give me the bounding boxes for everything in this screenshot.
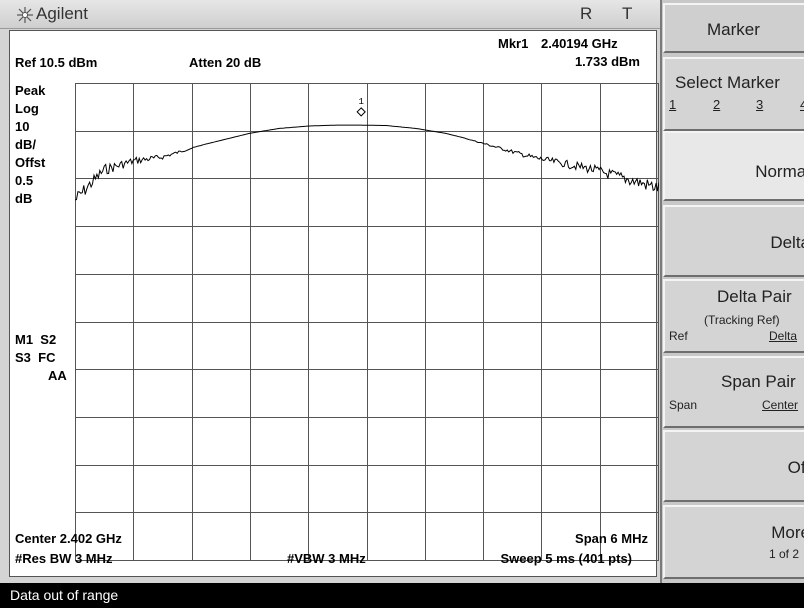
menu-title: Marker — [663, 3, 804, 53]
span-pair-span-option: Span — [669, 398, 698, 412]
marker-1: 1 — [356, 97, 366, 117]
trace-line — [75, 124, 659, 201]
delta-pair-softkey[interactable]: Delta Pair (Tracking Ref) Ref Delta — [663, 279, 804, 353]
detector-label: Peak — [15, 83, 46, 98]
center-frequency: Center 2.402 GHz — [15, 531, 122, 546]
span-pair-softkey[interactable]: Span Pair Span Center — [663, 356, 804, 428]
delta-pair-label: Delta Pair — [717, 287, 792, 306]
title-bar — [0, 0, 660, 29]
marker-1-tag: 1 — [358, 97, 363, 107]
select-marker-label: Select Marker — [675, 73, 780, 92]
span-pair-label: Span Pair — [721, 372, 796, 391]
marker-amplitude: 1.733 dBm — [574, 54, 640, 69]
off-label: Off — [787, 458, 804, 477]
video-bandwidth: #VBW 3 MHz — [287, 551, 366, 566]
delta-pair-sub: (Tracking Ref) — [704, 313, 780, 327]
attenuation: Atten 20 dB — [189, 55, 262, 70]
marker-1-diamond — [356, 107, 366, 117]
trigger-indicator: T — [622, 4, 633, 23]
marker-option-1[interactable]: 1 — [669, 97, 677, 112]
scale-unit-label: dB/ — [15, 137, 36, 152]
more-page-indicator: 1 of 2 — [769, 547, 800, 561]
marker-option-3[interactable]: 3 — [756, 97, 764, 112]
status-flags-row2: S3 FC — [15, 350, 56, 365]
reference-level: Ref 10.5 dBm — [15, 55, 98, 70]
scale-value-label: 10 — [15, 119, 30, 134]
span-pair-center-option: Center — [762, 398, 799, 412]
scale-type-label: Log — [15, 101, 39, 116]
offset-value: 0.5 — [15, 173, 34, 188]
delta-label: Delta — [770, 233, 804, 252]
span-value: Span 6 MHz — [575, 531, 648, 546]
remote-indicator: R — [580, 4, 593, 23]
resolution-bandwidth: #Res BW 3 MHz — [15, 551, 113, 566]
graticule — [75, 83, 659, 561]
off-softkey[interactable]: Off — [663, 430, 804, 502]
menu-title-label: Marker — [707, 20, 760, 39]
sweep-time: Sweep 5 ms (401 pts) — [500, 551, 633, 566]
offset-unit: dB — [15, 191, 33, 206]
more-label: More — [771, 523, 804, 542]
marker-option-2[interactable]: 2 — [713, 97, 721, 112]
marker-option-4[interactable]: 4 — [800, 97, 804, 112]
status-message: Data out of range — [10, 587, 119, 603]
status-bar — [0, 583, 804, 608]
more-softkey[interactable]: More 1 of 2 — [663, 505, 804, 579]
analyzer-screen: Mkr1 2.40194 GHz 1.733 dBm Ref 10.5 dBm … — [9, 30, 659, 577]
marker-frequency: 2.40194 GHz — [541, 36, 618, 51]
status-flags-row1: M1 S2 — [15, 332, 57, 347]
status-flags-row3: AA — [48, 368, 67, 383]
marker-readout-label: Mkr1 — [498, 36, 529, 51]
normal-softkey[interactable]: Normal — [663, 131, 804, 201]
offset-label: Offst — [15, 155, 46, 170]
normal-label: Normal — [755, 162, 804, 181]
delta-pair-delta-option: Delta — [769, 329, 798, 343]
spectrum-plot: 1 — [75, 83, 659, 561]
delta-softkey[interactable]: Delta — [663, 205, 804, 277]
brand-label: Agilent — [36, 4, 88, 23]
select-marker-softkey[interactable]: Select Marker 1 2 3 4 — [663, 57, 804, 131]
agilent-spark-icon — [17, 7, 33, 23]
delta-pair-ref-option: Ref — [669, 329, 688, 343]
